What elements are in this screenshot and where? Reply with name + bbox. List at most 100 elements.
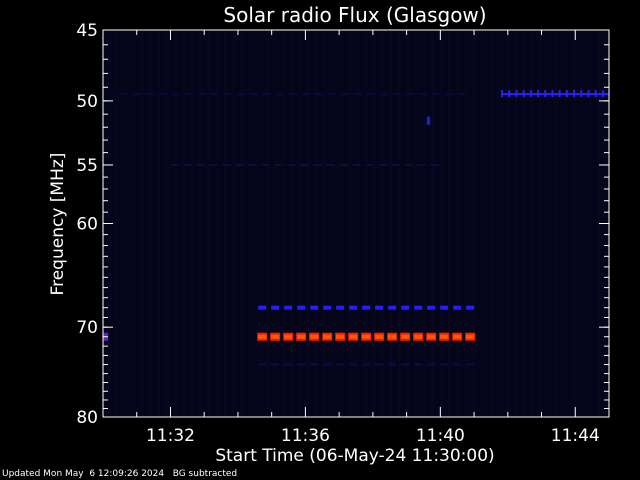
series-dash xyxy=(258,334,267,339)
series-dash xyxy=(414,334,423,339)
series-dash xyxy=(427,334,436,339)
series-dash xyxy=(145,93,154,96)
series-dash xyxy=(401,305,410,310)
series-dash xyxy=(249,93,258,96)
x-tick-label: 11:32 xyxy=(146,426,195,446)
series-dash xyxy=(336,334,345,339)
series-dash xyxy=(183,163,192,166)
y-tick-label: 45 xyxy=(76,21,98,41)
series-dash xyxy=(379,93,388,96)
series-dash xyxy=(284,305,293,310)
series-dash xyxy=(349,363,358,366)
series-dash xyxy=(388,363,397,366)
series-dash xyxy=(401,363,410,366)
series-dash xyxy=(310,334,319,339)
footer-updated: Updated Mon May 6 12:09:26 2024 xyxy=(2,469,165,479)
x-axis-label: Start Time (06-May-24 11:30:00) xyxy=(215,446,494,466)
y-tick-label: 50 xyxy=(76,92,98,112)
series-dash xyxy=(414,363,423,366)
series-dash xyxy=(365,163,374,166)
series-dash xyxy=(366,93,375,96)
series-dash xyxy=(375,305,384,310)
series-dash xyxy=(362,334,371,339)
y-tick-label: 80 xyxy=(76,408,98,428)
footer-status: Updated Mon May 6 12:09:26 2024 BG subtr… xyxy=(2,469,237,479)
series-dash xyxy=(453,363,462,366)
series-dash xyxy=(258,363,267,366)
series-dash xyxy=(444,93,453,96)
y-tick-label: 70 xyxy=(76,318,98,338)
series-dash xyxy=(352,163,361,166)
series-dash xyxy=(362,305,371,310)
series-dash xyxy=(158,93,167,96)
series-dash xyxy=(362,363,371,366)
series-dash xyxy=(236,93,245,96)
series-dash xyxy=(323,305,332,310)
y-tick-label: 55 xyxy=(76,156,98,176)
chart-title: Solar radio Flux (Glasgow) xyxy=(223,3,486,27)
series-dash xyxy=(466,334,475,339)
series-dash xyxy=(326,163,335,166)
series-dash xyxy=(339,163,348,166)
series-5 xyxy=(258,363,475,366)
series-dash xyxy=(440,305,449,310)
series-4 xyxy=(426,116,431,125)
x-tick-label: 11:40 xyxy=(416,426,465,446)
series-dash xyxy=(418,93,427,96)
series-dash xyxy=(284,363,293,366)
series-dash xyxy=(222,163,231,166)
series-dash xyxy=(274,163,283,166)
series-1 xyxy=(257,332,476,341)
series-dash xyxy=(323,334,332,339)
y-tick-label: 60 xyxy=(76,215,98,235)
series-dash xyxy=(310,363,319,366)
series-dash xyxy=(427,363,436,366)
series-dash xyxy=(223,93,232,96)
series-dash xyxy=(466,363,475,366)
series-dash xyxy=(327,93,336,96)
series-dash xyxy=(284,334,293,339)
series-dash xyxy=(132,93,141,96)
series-dash xyxy=(287,163,296,166)
series-dash xyxy=(453,334,462,339)
series-0 xyxy=(258,305,475,310)
series-dash xyxy=(336,305,345,310)
series-6 xyxy=(170,163,439,166)
series-dash xyxy=(262,93,271,96)
footer-note: BG subtracted xyxy=(172,469,238,479)
series-dash xyxy=(340,93,349,96)
series-dash xyxy=(119,93,128,96)
x-tick-label: 11:36 xyxy=(281,426,330,446)
series-dash xyxy=(210,93,219,96)
series-dash xyxy=(184,93,193,96)
series-dash xyxy=(405,93,414,96)
series-dash xyxy=(271,305,280,310)
series-7 xyxy=(119,93,466,96)
series-dash xyxy=(388,334,397,339)
series-spot xyxy=(426,116,431,125)
series-dash xyxy=(466,305,475,310)
series-dash xyxy=(171,93,180,96)
series-dash xyxy=(297,363,306,366)
series-dash xyxy=(336,363,345,366)
series-dash xyxy=(440,363,449,366)
series-dash xyxy=(248,163,257,166)
series-dash xyxy=(417,163,426,166)
series-dash xyxy=(353,93,362,96)
series-dash xyxy=(301,93,310,96)
series-dash xyxy=(349,334,358,339)
series-dash xyxy=(401,334,410,339)
series-dash xyxy=(314,93,323,96)
series-dash xyxy=(440,334,449,339)
plot-area xyxy=(103,30,609,417)
series-dash xyxy=(453,305,462,310)
series-dash xyxy=(430,163,439,166)
series-dash xyxy=(457,93,466,96)
series-dash xyxy=(427,305,436,310)
series-dash xyxy=(300,163,309,166)
series-2 xyxy=(501,90,609,98)
series-dash xyxy=(392,93,401,96)
series-dash xyxy=(297,334,306,339)
series-dash xyxy=(414,305,423,310)
series-dash xyxy=(310,305,319,310)
